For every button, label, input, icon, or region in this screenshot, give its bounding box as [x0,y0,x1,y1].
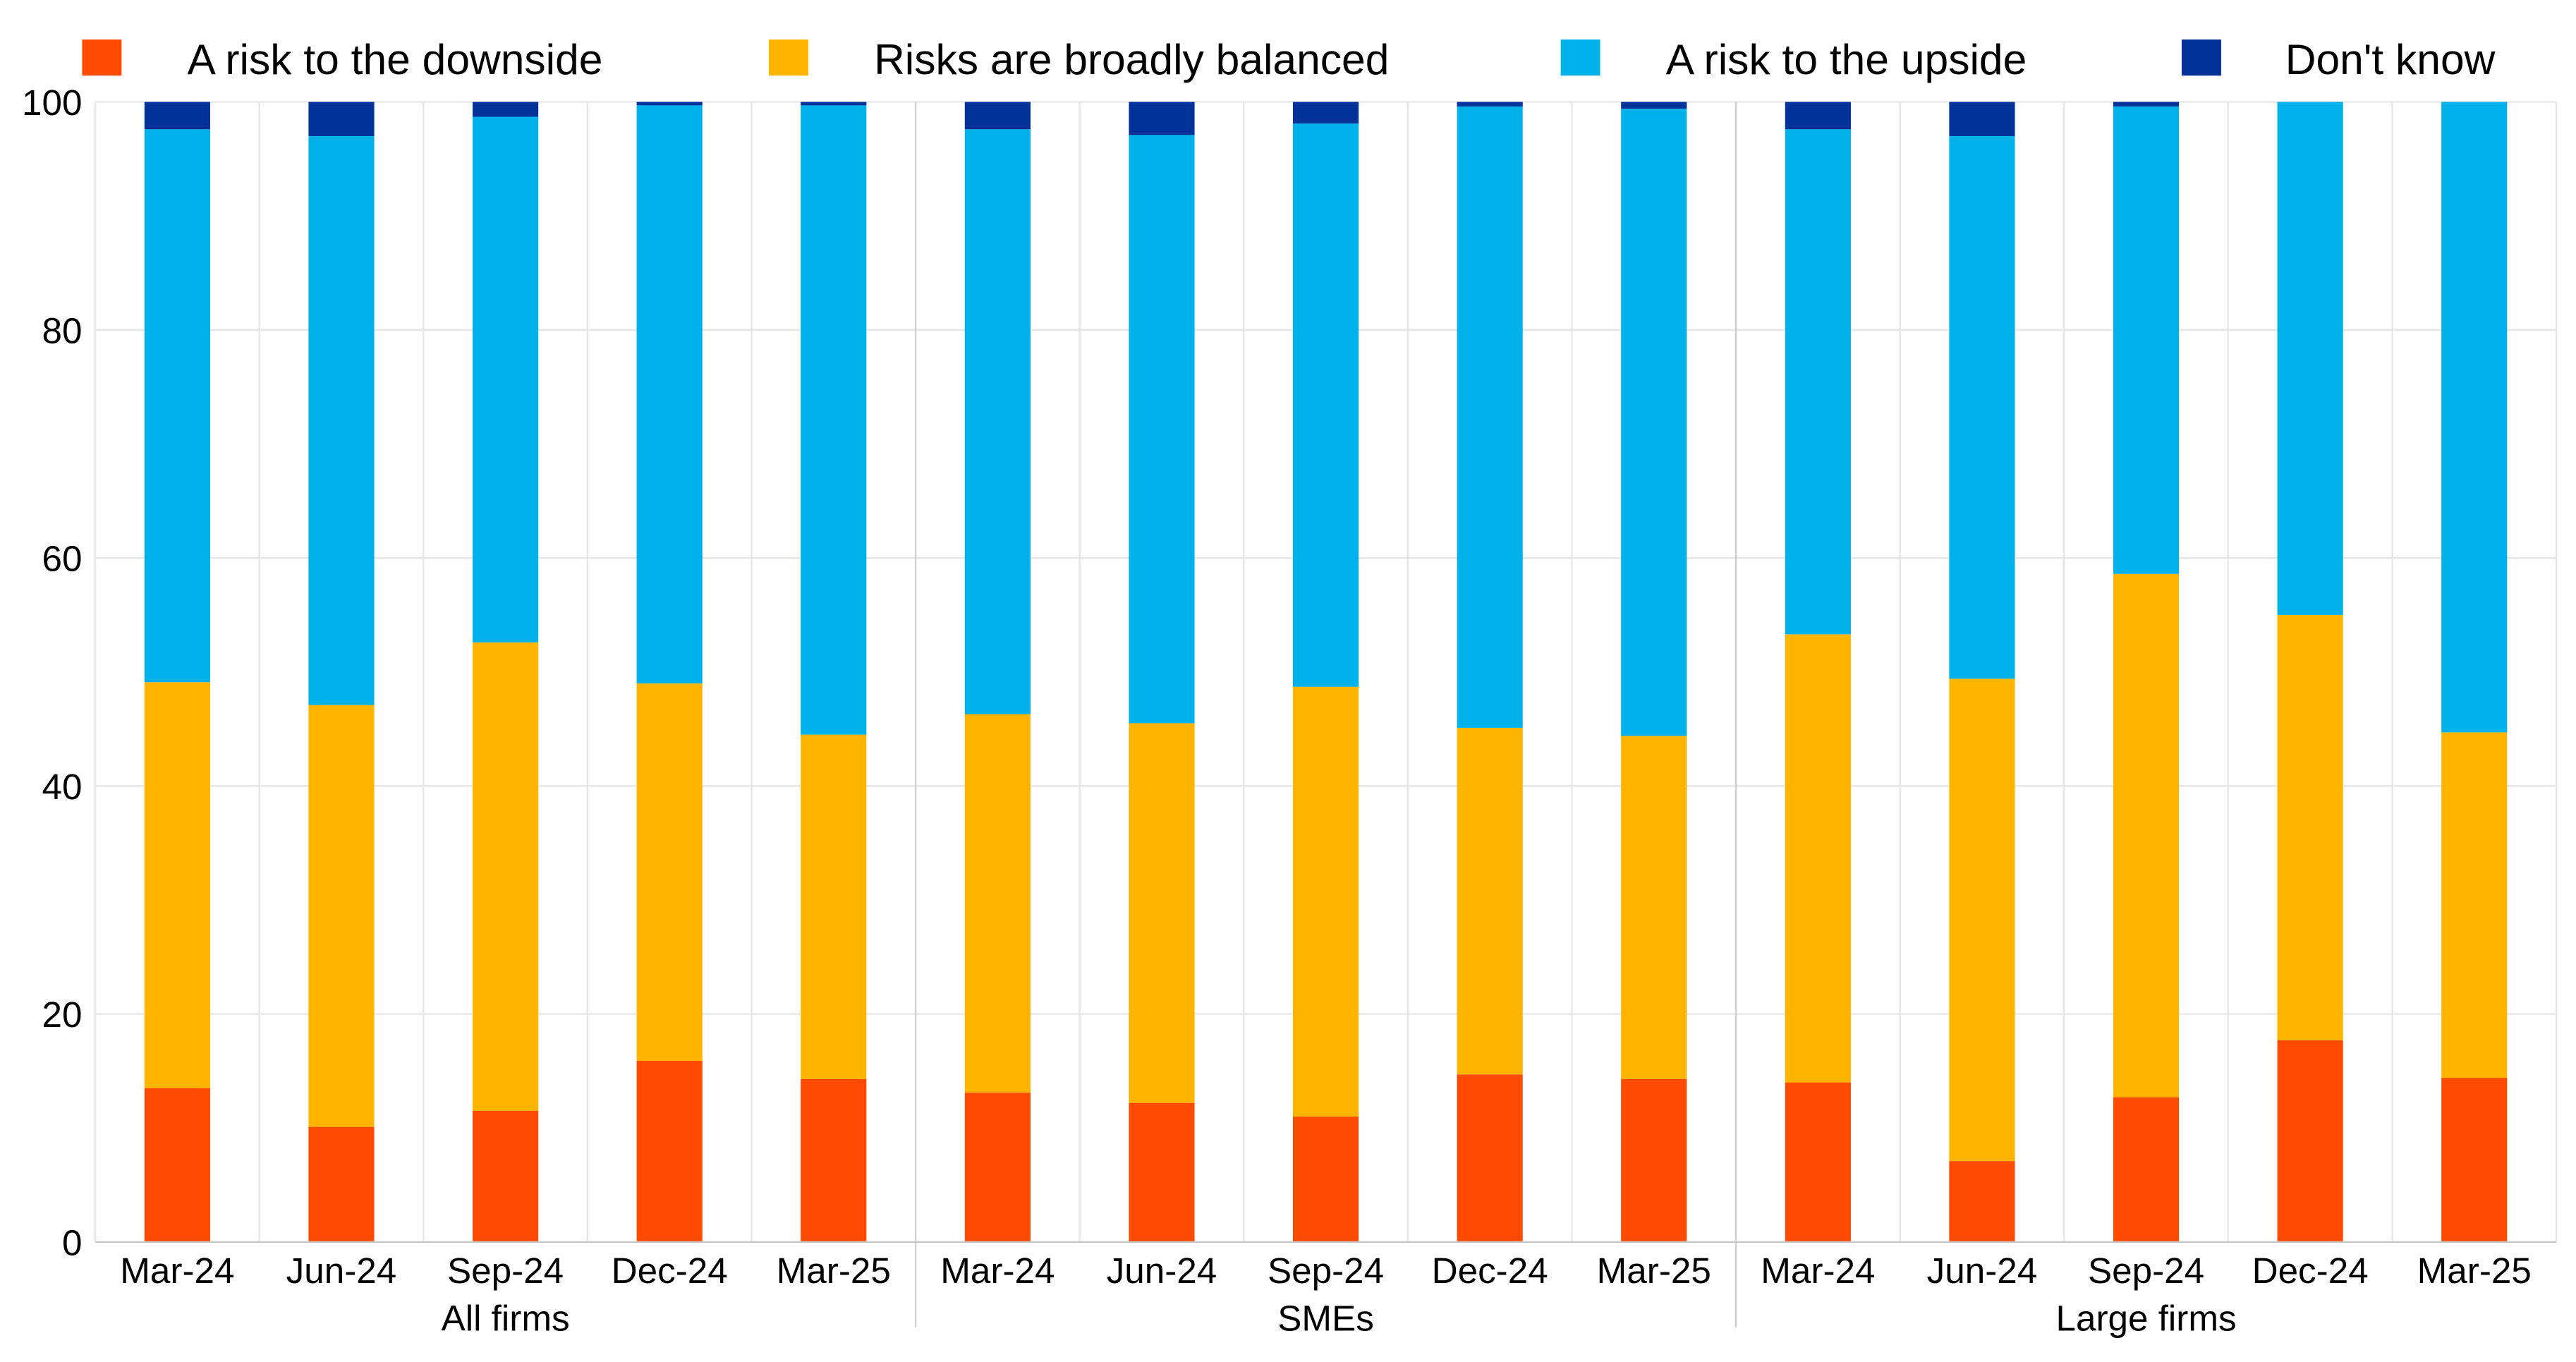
bar-segment-a-risk-to-the-downside [1457,1074,1523,1242]
bar-segment-a-risk-to-the-downside [1621,1078,1687,1242]
bar-segment-risks-are-broadly-balanced [144,682,210,1088]
bar-segment-a-risk-to-the-upside [1292,123,1359,687]
legend-swatch [769,39,808,76]
bar-segment-risks-are-broadly-balanced [636,683,703,1061]
bar-segment-a-risk-to-the-downside [964,1093,1031,1242]
x-tick-label: Jun-24 [1927,1251,2038,1291]
bar-segment-don-t-know [1292,102,1359,124]
legend: A risk to the downside Risks are broadly … [82,35,2496,83]
group-label: SMEs [1277,1299,1374,1339]
bar-segment-risks-are-broadly-balanced [1785,634,1851,1083]
legend-swatch [2182,39,2221,76]
bar-segment-a-risk-to-the-downside [1292,1117,1359,1242]
legend-label: A risk to the downside [188,35,603,83]
bar-segment-risks-are-broadly-balanced [2277,614,2343,1040]
bar-segment-risks-are-broadly-balanced [1457,727,1523,1075]
bar-segment-don-t-know [2113,102,2180,107]
bar-segment-risks-are-broadly-balanced [1621,736,1687,1079]
bar-segment-a-risk-to-the-downside [636,1060,703,1242]
legend-label: A risk to the upside [1666,35,2027,83]
bar-segment-risks-are-broadly-balanced [1949,679,2015,1162]
bar-segment-don-t-know [1621,102,1687,109]
bar-segment-don-t-know [1785,102,1851,130]
group-label: All firms [442,1299,570,1339]
x-tick-label: Mar-25 [2417,1251,2532,1291]
y-tick-label: 40 [42,767,82,807]
bar-segment-a-risk-to-the-downside [801,1078,867,1242]
bar-segment-a-risk-to-the-upside [308,135,375,705]
bar-segment-risks-are-broadly-balanced [2441,732,2508,1078]
x-tick-label: Sep-24 [1268,1251,1384,1291]
x-tick-label: Mar-25 [777,1251,891,1291]
y-tick-label: 60 [42,539,82,579]
bar-segment-a-risk-to-the-upside [801,105,867,735]
x-tick-label: Jun-24 [286,1251,397,1291]
bar-segment-a-risk-to-the-upside [1949,135,2015,679]
gridlines [94,101,2558,1327]
bar-segment-don-t-know [472,102,539,117]
y-tick-label: 0 [62,1223,83,1263]
bar-segment-a-risk-to-the-downside [144,1088,210,1242]
bar-segment-don-t-know [801,102,867,106]
bar-segment-don-t-know [1949,102,2015,136]
bar-segment-don-t-know [636,102,703,106]
bar-segment-don-t-know [964,102,1031,130]
bar-segment-risks-are-broadly-balanced [1292,686,1359,1117]
legend-swatch [1560,39,1600,76]
bar-segment-risks-are-broadly-balanced [308,705,375,1127]
bar-segment-don-t-know [1457,102,1523,107]
legend-label: Don't know [2285,35,2496,83]
bar-segment-a-risk-to-the-upside [144,129,210,683]
bar-segment-a-risk-to-the-downside [1785,1082,1851,1242]
bar-segment-a-risk-to-the-downside [472,1110,539,1242]
group-label: Large firms [2055,1299,2236,1339]
bar-segment-a-risk-to-the-downside [2277,1040,2343,1242]
x-tick-label: Dec-24 [612,1251,728,1291]
bar-segment-a-risk-to-the-upside [2277,102,2343,615]
bar-segment-risks-are-broadly-balanced [1129,723,1195,1103]
bar-segment-a-risk-to-the-upside [1785,129,1851,635]
bar-segment-a-risk-to-the-upside [636,105,703,683]
bar-segment-a-risk-to-the-upside [472,116,539,643]
bar-segment-a-risk-to-the-downside [308,1126,375,1242]
bar-segment-a-risk-to-the-upside [1621,109,1687,736]
bar-segment-a-risk-to-the-upside [2113,106,2180,574]
bar-segment-risks-are-broadly-balanced [472,642,539,1111]
bar-segment-a-risk-to-the-downside [1949,1161,2015,1242]
y-tick-label: 80 [42,310,82,351]
bar-segment-a-risk-to-the-downside [2113,1097,2180,1242]
bar-segment-a-risk-to-the-upside [964,129,1031,715]
bar-segment-a-risk-to-the-downside [1129,1102,1195,1242]
x-tick-label: Dec-24 [2252,1251,2369,1291]
bar-segment-don-t-know [308,102,375,136]
bar-segment-a-risk-to-the-upside [1457,106,1523,728]
x-tick-label: Dec-24 [1432,1251,1548,1291]
bar-segment-a-risk-to-the-downside [2441,1078,2508,1242]
bar-segment-risks-are-broadly-balanced [964,714,1031,1093]
y-tick-label: 100 [22,83,82,123]
x-tick-label: Sep-24 [2088,1251,2204,1291]
axes: 0 20 40 60 80 100 Mar-24 Jun-24 Sep-24 Dec-24 Mar-… [22,83,2557,1339]
bar-segment-don-t-know [1129,102,1195,135]
bar-segment-a-risk-to-the-upside [1129,135,1195,724]
legend-label: Risks are broadly balanced [874,35,1389,83]
y-tick-label: 20 [42,995,82,1035]
bar-segment-risks-are-broadly-balanced [801,734,867,1079]
x-tick-label: Sep-24 [447,1251,564,1291]
x-tick-label: Mar-24 [120,1251,234,1291]
x-tick-label: Mar-24 [1761,1251,1875,1291]
legend-swatch [82,39,122,76]
bar-segment-risks-are-broadly-balanced [2113,573,2180,1097]
x-tick-label: Mar-24 [940,1251,1055,1291]
x-tick-label: Jun-24 [1107,1251,1217,1291]
bar-segment-don-t-know [144,102,210,130]
x-tick-label: Mar-25 [1597,1251,1711,1291]
bar-segment-a-risk-to-the-upside [2441,102,2508,733]
bars [144,102,2508,1242]
